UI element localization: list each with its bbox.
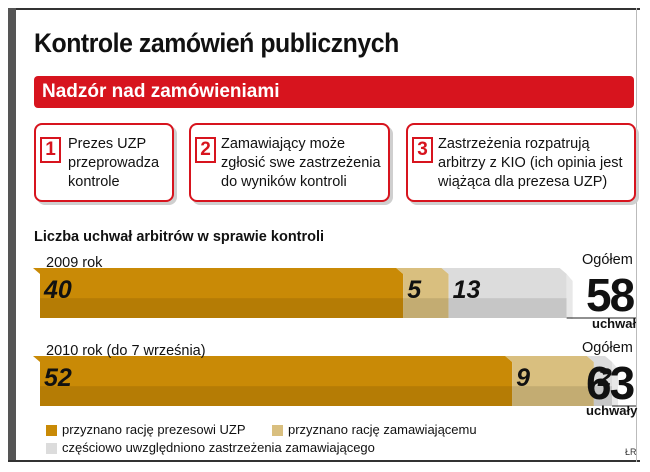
total-label: Ogółem bbox=[582, 252, 633, 268]
legend-label-czesciowo: częściowo uwzględniono zastrzeżenia zama… bbox=[62, 440, 375, 455]
bar-segment-shade bbox=[403, 298, 449, 318]
category-label-2010: 2010 rok (do 7 września) bbox=[46, 343, 206, 359]
bar-value-label: 5 bbox=[407, 276, 422, 304]
step-line: kontrole bbox=[68, 174, 120, 190]
bar-value-label: 40 bbox=[43, 276, 72, 304]
bar-value-label: 2 bbox=[597, 364, 612, 392]
bar-top-face bbox=[396, 268, 449, 274]
legend-label-prezes: przyznano rację prezesowi UZP bbox=[62, 422, 246, 437]
bar-segment-shade bbox=[40, 386, 513, 406]
legend-label-zamawiajacy: przyznano rację zamawiającemu bbox=[288, 422, 477, 437]
bar-segment-shade bbox=[593, 386, 613, 406]
chart-title: Liczba uchwał arbitrów w sprawie kontrol… bbox=[34, 229, 325, 245]
frame-top-rule bbox=[8, 8, 640, 10]
banner-label: Nadzór nad zamówieniami bbox=[42, 81, 280, 102]
step-box-2: 2 Zamawiający może zgłosić swe zastrzeże… bbox=[189, 123, 390, 202]
bar-top-face bbox=[586, 356, 613, 362]
bar-top-face bbox=[33, 268, 404, 274]
total-label: Ogółem bbox=[582, 340, 633, 356]
step-number: 3 bbox=[412, 137, 433, 163]
step-text: Zamawiający może zgłosić swe zastrzeżeni… bbox=[221, 135, 381, 192]
frame-bottom-rule bbox=[8, 460, 640, 462]
step-line: Zastrzeżenia rozpatrują bbox=[438, 136, 590, 152]
bar-top-face bbox=[441, 268, 567, 274]
bar-segment-shade bbox=[512, 386, 594, 406]
step-box-1: 1 Prezes UZP przeprowadza kontrole bbox=[34, 123, 174, 202]
step-text: Prezes UZP przeprowadza kontrole bbox=[68, 135, 159, 192]
bar-top-face bbox=[505, 356, 594, 362]
bar-end-cap bbox=[612, 362, 619, 407]
total-unit: uchwały bbox=[586, 403, 638, 418]
bar-end-cap bbox=[566, 274, 573, 319]
total-value: 63 bbox=[586, 357, 635, 409]
step-number: 1 bbox=[40, 137, 61, 163]
frame-left-rule bbox=[8, 8, 16, 462]
step-number: 2 bbox=[195, 137, 216, 163]
step-line: arbitrzy z KIO (ich opinia jest bbox=[438, 155, 623, 171]
total-value: 58 bbox=[586, 269, 635, 321]
step-line: Prezes UZP bbox=[68, 136, 147, 152]
legend-swatch-zamawiajacy bbox=[272, 425, 283, 436]
bar-value-label: 9 bbox=[516, 364, 530, 392]
section-banner: Nadzór nad zamówieniami bbox=[34, 76, 634, 108]
author-credit: ŁR bbox=[625, 447, 637, 457]
legend-swatch-czesciowo bbox=[46, 443, 57, 454]
page-title: Kontrole zamówień publicznych bbox=[34, 28, 399, 58]
bar-value-label: 52 bbox=[44, 364, 72, 392]
legend-swatch-prezes bbox=[46, 425, 57, 436]
total-unit: uchwał bbox=[592, 316, 637, 331]
step-line: Zamawiający może bbox=[221, 136, 346, 152]
step-line: zgłosić swe zastrzeżenia bbox=[221, 155, 381, 171]
bar-top-face bbox=[33, 356, 513, 362]
step-box-3: 3 Zastrzeżenia rozpatrują arbitrzy z KIO… bbox=[406, 123, 636, 202]
category-label-2009: 2009 rok bbox=[46, 255, 103, 271]
step-line: przeprowadza bbox=[68, 155, 160, 171]
bar-value-label: 13 bbox=[453, 276, 481, 304]
bar-segment-shade bbox=[40, 298, 404, 318]
frame-right-rule bbox=[636, 8, 637, 462]
step-line: do wyników kontroli bbox=[221, 174, 347, 190]
step-text: Zastrzeżenia rozpatrują arbitrzy z KIO (… bbox=[438, 135, 623, 192]
step-line: wiążąca dla prezesa UZP) bbox=[438, 174, 608, 190]
bar-segment-shade bbox=[448, 298, 567, 318]
